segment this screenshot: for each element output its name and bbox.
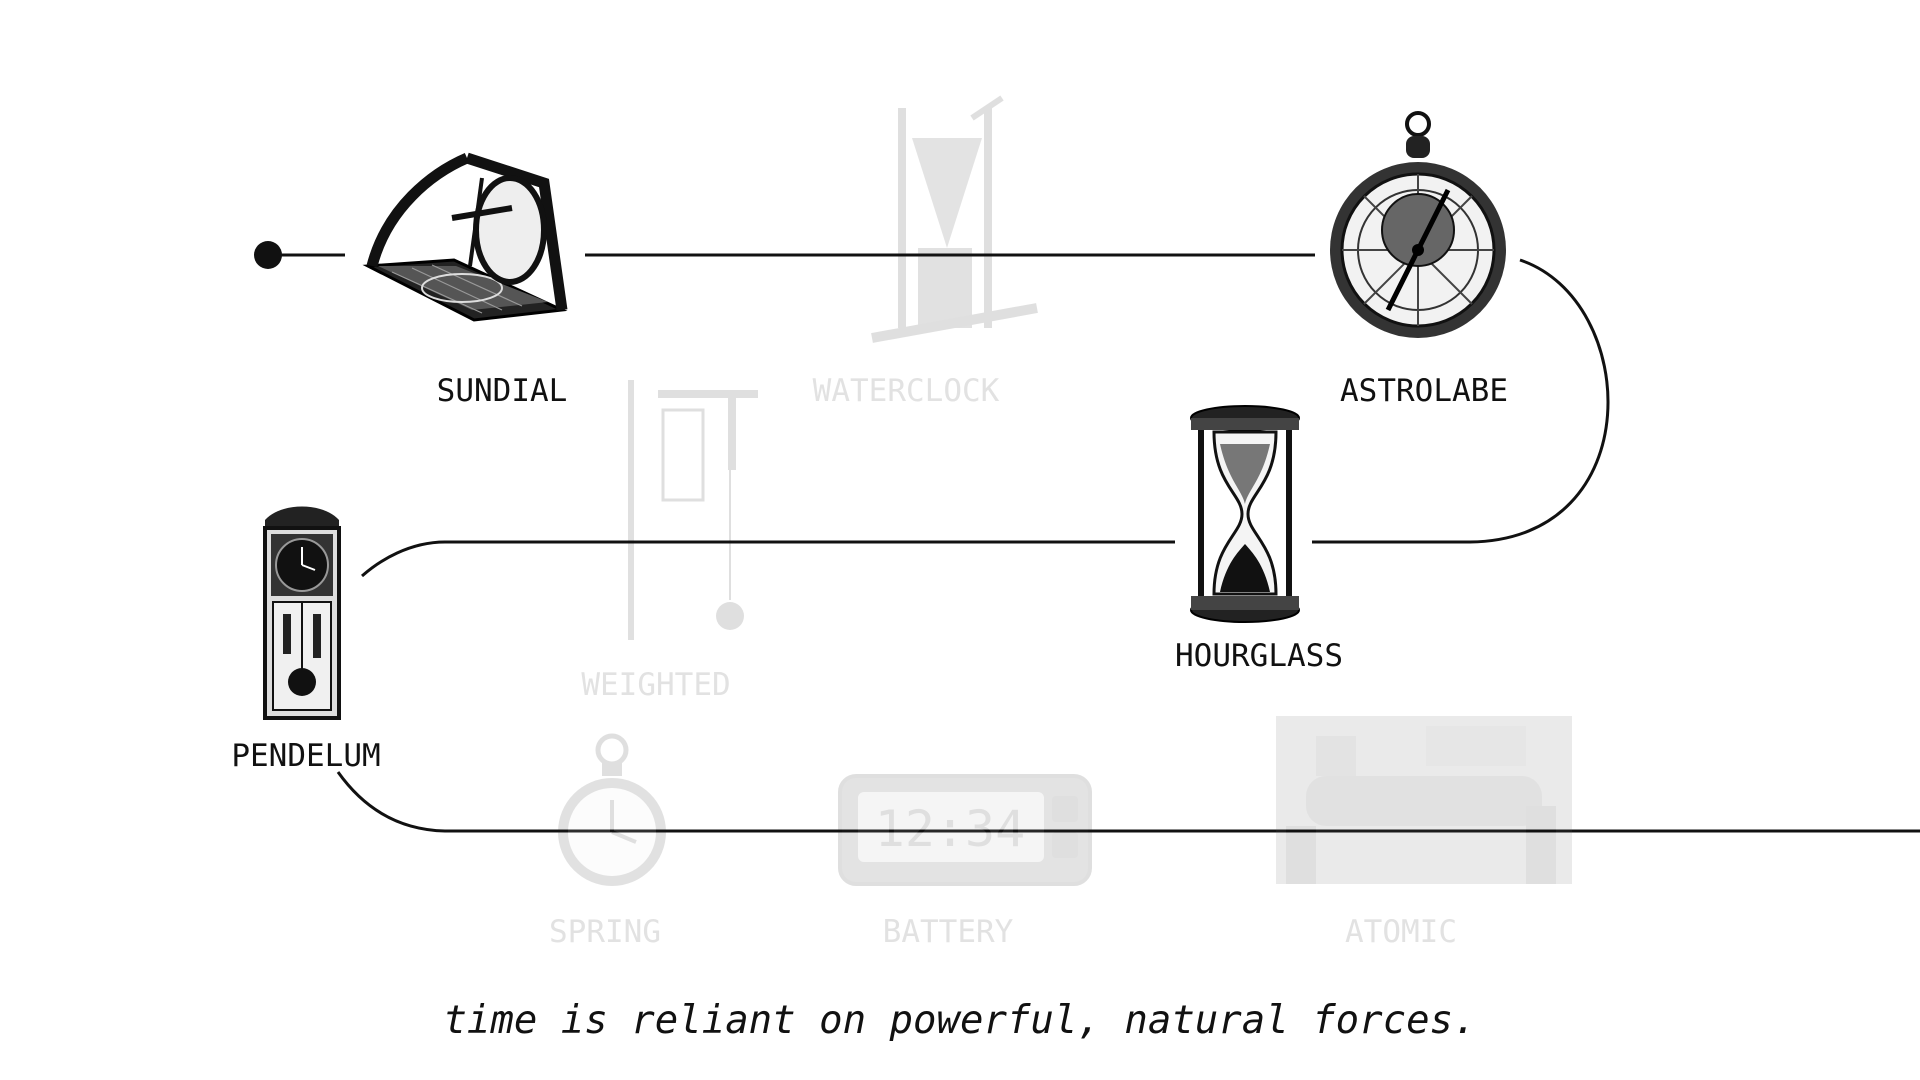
- station-label-spring: SPRING: [549, 914, 661, 950]
- pocket-watch-icon: [558, 733, 666, 886]
- timeline-start-dot: [254, 241, 282, 269]
- caption: time is reliant on powerful, natural for…: [443, 998, 1477, 1043]
- station-label-astrolabe: ASTROLABE: [1340, 373, 1508, 409]
- svg-text:12:34: 12:34: [875, 800, 1026, 858]
- station-label-hourglass: HOURGLASS: [1175, 638, 1343, 674]
- station-label-pendelum: PENDELUM: [231, 738, 381, 774]
- station-label-waterclock: WATERCLOCK: [812, 373, 1000, 409]
- atomic-clock-photo-icon: [1276, 716, 1572, 884]
- station-label-sundial: SUNDIAL: [436, 373, 568, 409]
- hourglass-icon: [1190, 405, 1300, 623]
- station-label-battery: BATTERY: [882, 914, 1014, 950]
- timeline-segment-hourglass-pendelum: [361, 540, 1175, 578]
- astrolabe-icon: [1330, 111, 1506, 338]
- station-label-weighted: WEIGHTED: [581, 667, 731, 703]
- weighted-clock-icon: [628, 380, 758, 640]
- digital-clock-icon: 12:34: [838, 774, 1092, 886]
- pendulum-clock-icon: [263, 506, 341, 720]
- station-label-atomic: ATOMIC: [1345, 914, 1457, 950]
- sundial-icon: [362, 152, 568, 322]
- water-clock-icon: [871, 95, 1038, 343]
